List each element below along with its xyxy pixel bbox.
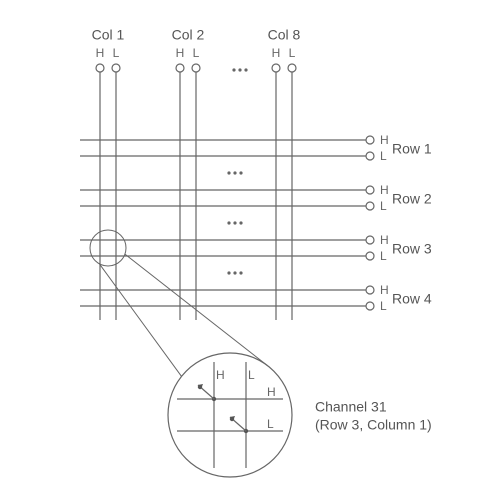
svg-text:H: H bbox=[380, 183, 389, 197]
svg-text:L: L bbox=[380, 149, 387, 163]
svg-text:H: H bbox=[267, 385, 276, 399]
svg-text:L: L bbox=[289, 46, 296, 60]
svg-text:L: L bbox=[113, 46, 120, 60]
svg-text:(Row 3, Column 1): (Row 3, Column 1) bbox=[315, 417, 432, 433]
svg-text:L: L bbox=[380, 249, 387, 263]
svg-text:L: L bbox=[380, 199, 387, 213]
svg-text:Row 4: Row 4 bbox=[392, 291, 432, 307]
svg-text:Col 8: Col 8 bbox=[268, 27, 301, 43]
svg-text:H: H bbox=[272, 46, 281, 60]
svg-text:H: H bbox=[176, 46, 185, 60]
svg-text:H: H bbox=[96, 46, 105, 60]
svg-text:L: L bbox=[380, 299, 387, 313]
svg-text:L: L bbox=[248, 368, 255, 382]
svg-text:Channel 31: Channel 31 bbox=[315, 399, 387, 415]
svg-text:L: L bbox=[193, 46, 200, 60]
svg-text:H: H bbox=[380, 283, 389, 297]
svg-text:H: H bbox=[380, 233, 389, 247]
svg-text:Col 1: Col 1 bbox=[92, 27, 125, 43]
svg-text:H: H bbox=[216, 368, 225, 382]
svg-text:H: H bbox=[380, 133, 389, 147]
svg-text:Row 1: Row 1 bbox=[392, 141, 432, 157]
svg-text:Row 2: Row 2 bbox=[392, 191, 432, 207]
svg-text:Col 2: Col 2 bbox=[172, 27, 205, 43]
svg-text:Row 3: Row 3 bbox=[392, 241, 432, 257]
svg-text:L: L bbox=[267, 417, 274, 431]
